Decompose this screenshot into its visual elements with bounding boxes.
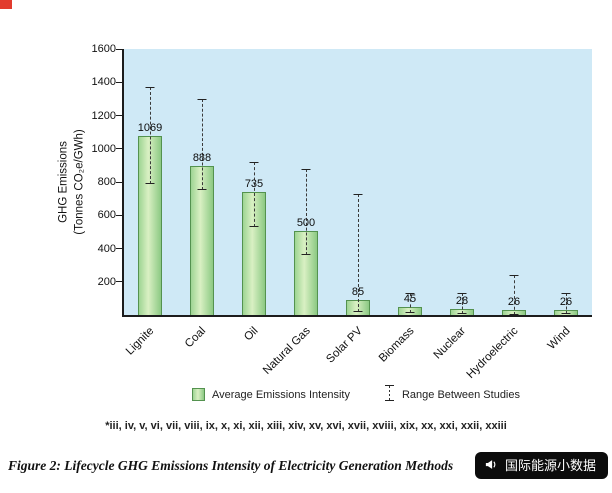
x-axis-label-solar-pv: Solar PV <box>323 325 365 366</box>
publisher-badge-text: 国际能源小数据 <box>504 458 596 473</box>
error-bar-line <box>202 98 203 191</box>
footnote-references: *iii, iv, v, vi, vii, viii, ix, x, xi, x… <box>105 420 507 432</box>
error-bar-cap-top <box>509 275 519 277</box>
y-tick-label-1200: 1200 <box>91 109 116 122</box>
y-tick-mark-200 <box>116 281 122 283</box>
corner-mark <box>0 0 12 9</box>
error-bar-cap-top <box>353 193 363 195</box>
x-axis-label-coal: Coal <box>183 325 209 351</box>
bar-group-hydroelectric: 26 <box>488 49 540 315</box>
bar-value-label-wind: 26 <box>559 295 573 308</box>
bar-value-label-coal: 888 <box>192 152 212 165</box>
error-bar-line <box>462 293 463 315</box>
range-bar-icon <box>384 384 395 405</box>
x-slot-natural-gas: Natural Gas <box>261 318 330 378</box>
bar-swatch-icon <box>191 388 205 401</box>
error-bar-cap-top <box>145 87 155 89</box>
caption-row: Figure 2: Lifecycle GHG Emissions Intens… <box>8 452 608 479</box>
error-bar-cap-top <box>405 293 415 295</box>
legend-item-range: Range Between Studies <box>384 384 520 405</box>
y-tick-mark-400 <box>116 248 122 249</box>
figure-caption: Figure 2: Lifecycle GHG Emissions Intens… <box>8 457 454 473</box>
error-bar-cap-bottom <box>301 254 311 256</box>
bar-group-natural-gas: 500 <box>280 49 332 315</box>
error-bar-line <box>306 168 307 256</box>
y-tick-label-1000: 1000 <box>91 142 116 155</box>
x-axis-label-biomass: Biomass <box>376 325 417 365</box>
bar-coal <box>190 166 214 315</box>
bar-value-label-natural-gas: 500 <box>296 216 316 229</box>
x-slot-biomass: Biomass <box>377 318 434 378</box>
error-bar-cap-top <box>561 293 571 295</box>
error-bar-line <box>358 193 359 312</box>
bar-value-label-hydroelectric: 26 <box>507 295 521 308</box>
bar-group-solar-pv: 85 <box>332 49 384 315</box>
megaphone-icon <box>484 457 499 474</box>
bar-value-label-nuclear: 28 <box>455 295 469 308</box>
error-bar-line <box>410 293 411 314</box>
chart-legend: Average Emissions Intensity Range Betwee… <box>122 384 590 405</box>
error-bar-cap-top <box>197 98 207 100</box>
x-axis-labels: Lignite Coal Oil Natural Gas Solar PV Biomass… <box>122 318 590 381</box>
error-bar-cap-top <box>457 293 467 295</box>
y-tick-mark-1400 <box>116 81 122 83</box>
x-slot-wind: Wind <box>538 318 590 378</box>
error-bar-cap-bottom <box>509 313 519 315</box>
error-bar-cap-bottom <box>145 182 155 184</box>
bar-group-coal: 888 <box>176 49 228 315</box>
y-tick-label-1400: 1400 <box>91 76 116 89</box>
y-tick-label-1600: 1600 <box>91 43 116 55</box>
y-tick-label-200: 200 <box>97 275 116 288</box>
error-bar-line <box>254 162 255 227</box>
bar-value-label-lignite: 1069 <box>137 122 163 135</box>
x-slot-lignite: Lignite <box>122 318 174 378</box>
publisher-badge: 国际能源小数据 <box>474 452 608 479</box>
error-bar-line <box>514 275 515 315</box>
error-bar-cap-bottom <box>249 225 259 227</box>
x-slot-hydroelectric: Hydroelectric <box>465 318 538 381</box>
bar-value-label-biomass: 45 <box>403 292 417 305</box>
y-tick-label-600: 600 <box>97 209 116 222</box>
x-slot-solar-pv: Solar PV <box>324 318 382 378</box>
y-tick-mark-1200 <box>116 115 122 116</box>
error-bar-cap-bottom <box>561 313 571 315</box>
bar-group-biomass: 45 <box>384 49 436 315</box>
legend-item-average: Average Emissions Intensity <box>191 388 350 401</box>
plot-area: 1069 888 735 500 85 45 28 26 26 <box>116 48 592 317</box>
bar-group-oil: 735 <box>228 49 280 315</box>
x-axis-label-nuclear: Nuclear <box>431 325 469 362</box>
y-tick-label-800: 800 <box>97 176 116 188</box>
error-bar-cap-top <box>301 168 311 170</box>
error-bar-line <box>150 87 151 184</box>
bar-value-label-solar-pv: 85 <box>351 285 365 298</box>
y-axis-ticks: 200 400 600 800 1000 1200 1400 1600 <box>72 43 116 315</box>
error-bar-cap-bottom <box>197 189 207 191</box>
y-tick-mark-1600 <box>116 48 122 50</box>
error-bar-cap-bottom <box>353 310 363 312</box>
x-slot-coal: Coal <box>174 318 226 378</box>
error-bar-cap-bottom <box>457 313 467 315</box>
y-axis-title-line1: GHG Emissions <box>57 141 70 223</box>
error-bar-line <box>566 293 567 315</box>
bar-value-label-oil: 735 <box>244 177 264 190</box>
x-axis-label-lignite: Lignite <box>124 325 157 358</box>
error-bar-cap-bottom <box>405 312 415 314</box>
x-axis-label-wind: Wind <box>545 325 573 353</box>
bar-group-nuclear: 28 <box>436 49 488 315</box>
error-bar-cap-top <box>249 162 259 164</box>
bar-group-lignite: 1069 <box>124 49 176 315</box>
y-tick-label-400: 400 <box>97 242 116 255</box>
y-tick-mark-800 <box>116 181 122 183</box>
x-axis-label-oil: Oil <box>242 325 261 344</box>
legend-label-range: Range Between Studies <box>401 388 520 401</box>
y-tick-mark-1000 <box>116 148 122 150</box>
y-tick-mark-600 <box>116 214 122 216</box>
bar-group-wind: 26 <box>540 49 592 315</box>
legend-label-average: Average Emissions Intensity <box>211 388 350 401</box>
